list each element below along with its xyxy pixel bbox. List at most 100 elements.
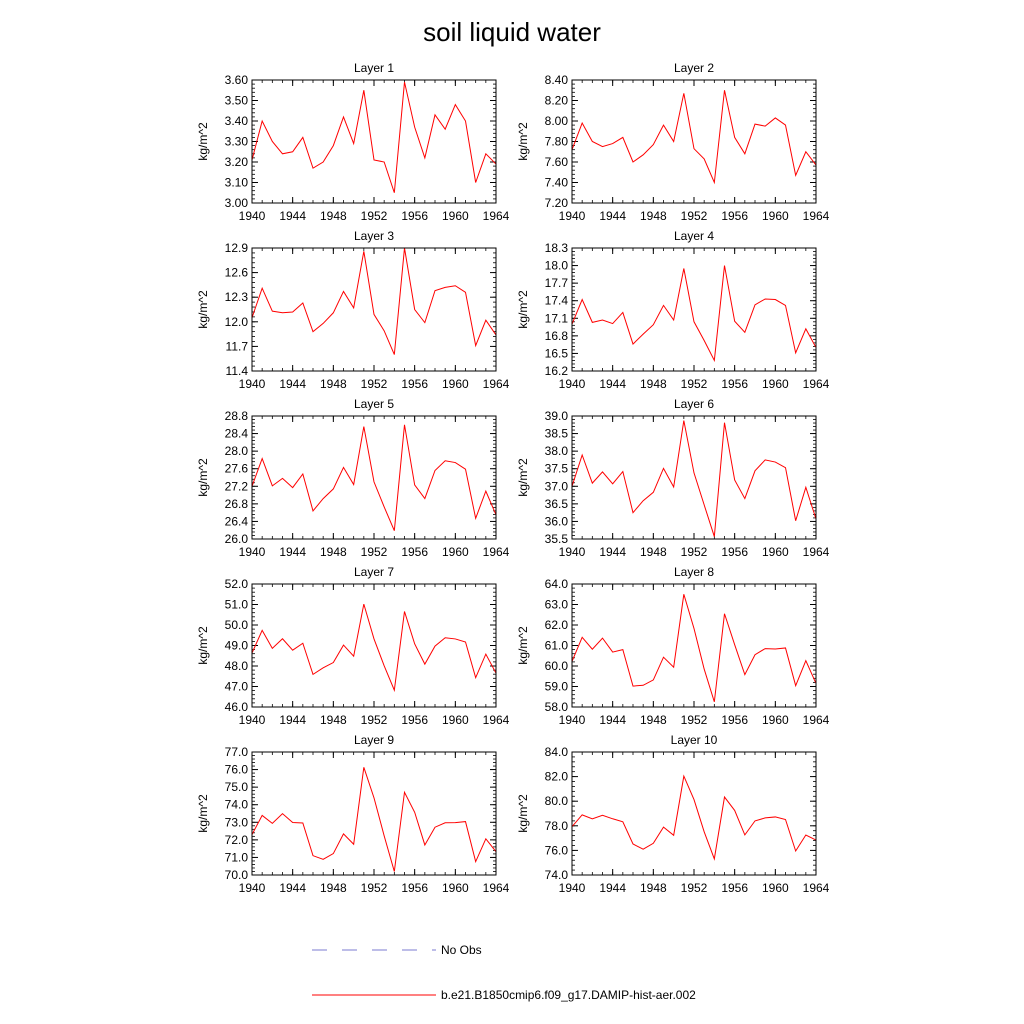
x-tick-label: 1960 <box>762 209 789 223</box>
y-tick-label: 12.3 <box>225 290 249 304</box>
y-tick-label: 8.00 <box>545 114 569 128</box>
y-tick-label: 63.0 <box>545 598 569 612</box>
y-tick-label: 78.0 <box>545 819 569 833</box>
x-tick-label: 1960 <box>442 713 469 727</box>
x-tick-label: 1940 <box>559 209 586 223</box>
x-tick-label: 1956 <box>401 377 428 391</box>
legend-obs-label: No Obs <box>441 943 482 957</box>
y-tick-label: 28.8 <box>225 409 249 423</box>
y-tick-label: 48.0 <box>225 659 249 673</box>
y-tick-label: 64.0 <box>545 577 569 591</box>
y-tick-label: 39.0 <box>545 409 569 423</box>
y-tick-label: 12.6 <box>225 266 249 280</box>
y-tick-label: 18.3 <box>545 241 569 255</box>
x-tick-label: 1956 <box>721 713 748 727</box>
x-tick-label: 1952 <box>361 545 388 559</box>
y-tick-label: 11.7 <box>226 339 249 353</box>
x-tick-label: 1952 <box>681 545 708 559</box>
y-tick-label: 47.0 <box>225 680 249 694</box>
y-tick-label: 11.4 <box>226 364 249 378</box>
x-tick-label: 1956 <box>721 209 748 223</box>
x-tick-label: 1964 <box>483 209 510 223</box>
plot-frame <box>571 415 817 540</box>
x-tick-label: 1940 <box>239 881 266 895</box>
series-line-1 <box>251 247 497 355</box>
y-tick-label: 17.1 <box>545 311 569 325</box>
x-tick-label: 1964 <box>803 713 830 727</box>
x-tick-label: 1944 <box>279 545 306 559</box>
y-tick-label: 50.0 <box>225 618 249 632</box>
y-tick-label: 74.0 <box>225 798 249 812</box>
x-tick-label: 1956 <box>721 377 748 391</box>
panel-title: Layer 4 <box>674 229 714 243</box>
series-line-1 <box>571 774 817 861</box>
x-tick-label: 1960 <box>762 545 789 559</box>
panel-layer-4: Layer 4 1940 1944 1948 1952 1956 1960 1964 16.2 1… <box>516 229 830 391</box>
y-tick-label: 59.0 <box>545 680 569 694</box>
x-tick-label: 1952 <box>681 377 708 391</box>
series-line-1 <box>251 767 497 872</box>
x-tick-label: 1948 <box>320 209 347 223</box>
x-tick-label: 1948 <box>320 881 347 895</box>
x-tick-label: 1964 <box>803 881 830 895</box>
y-tick-label: 49.0 <box>225 639 249 653</box>
x-tick-label: 1960 <box>442 209 469 223</box>
y-tick-label: 46.0 <box>225 700 249 714</box>
x-tick-label: 1956 <box>401 881 428 895</box>
x-tick-label: 1948 <box>640 713 667 727</box>
y-tick-label: 76.0 <box>545 843 569 857</box>
y-axis-label: kg/m^2 <box>516 626 530 665</box>
x-tick-label: 1948 <box>320 377 347 391</box>
x-tick-label: 1948 <box>640 209 667 223</box>
x-tick-label: 1964 <box>483 713 510 727</box>
panel-title: Layer 1 <box>354 61 394 75</box>
y-axis-label: kg/m^2 <box>196 122 210 161</box>
y-tick-label: 7.60 <box>545 155 569 169</box>
y-tick-label: 36.5 <box>545 497 569 511</box>
x-tick-label: 1952 <box>361 713 388 727</box>
panel-title: Layer 9 <box>354 733 394 747</box>
series-line-1 <box>571 420 817 537</box>
panel-title: Layer 7 <box>354 565 394 579</box>
series-line-1 <box>571 265 817 363</box>
y-tick-label: 18.0 <box>545 259 569 273</box>
y-tick-label: 38.0 <box>545 444 569 458</box>
y-tick-label: 17.7 <box>545 276 569 290</box>
x-tick-label: 1952 <box>681 209 708 223</box>
plot-frame <box>251 247 497 372</box>
y-tick-label: 84.0 <box>545 745 569 759</box>
panel-title: Layer 5 <box>354 397 394 411</box>
y-tick-label: 75.0 <box>225 780 249 794</box>
y-tick-label: 16.5 <box>545 346 569 360</box>
y-axis-label: kg/m^2 <box>516 794 530 833</box>
x-tick-label: 1952 <box>681 713 708 727</box>
panel-title: Layer 6 <box>674 397 714 411</box>
x-tick-label: 1948 <box>640 377 667 391</box>
x-tick-label: 1964 <box>483 377 510 391</box>
panel-layer-2: Layer 2 1940 1944 1948 1952 1956 1960 1964 7.20 7… <box>516 61 830 223</box>
series-line-1 <box>251 603 497 693</box>
y-tick-label: 26.4 <box>225 514 249 528</box>
x-tick-label: 1948 <box>640 545 667 559</box>
y-tick-label: 27.2 <box>225 479 249 493</box>
y-tick-label: 70.0 <box>225 868 249 882</box>
x-tick-label: 1952 <box>361 881 388 895</box>
x-tick-label: 1956 <box>401 713 428 727</box>
x-tick-label: 1944 <box>279 377 306 391</box>
y-tick-label: 3.50 <box>225 94 249 108</box>
x-tick-label: 1940 <box>559 377 586 391</box>
y-tick-label: 26.0 <box>225 532 249 546</box>
y-tick-label: 7.40 <box>545 176 569 190</box>
series-line-1 <box>571 594 817 703</box>
y-tick-label: 77.0 <box>225 745 249 759</box>
y-tick-label: 73.0 <box>225 815 249 829</box>
panel-layer-8: Layer 8 1940 1944 1948 1952 1956 1960 1964 58.0 5… <box>516 565 830 727</box>
x-tick-label: 1940 <box>239 713 266 727</box>
x-tick-label: 1956 <box>721 881 748 895</box>
y-tick-label: 37.5 <box>545 462 569 476</box>
x-tick-label: 1948 <box>320 545 347 559</box>
x-tick-label: 1944 <box>279 713 306 727</box>
y-tick-label: 51.0 <box>225 598 249 612</box>
y-tick-label: 28.0 <box>225 444 249 458</box>
